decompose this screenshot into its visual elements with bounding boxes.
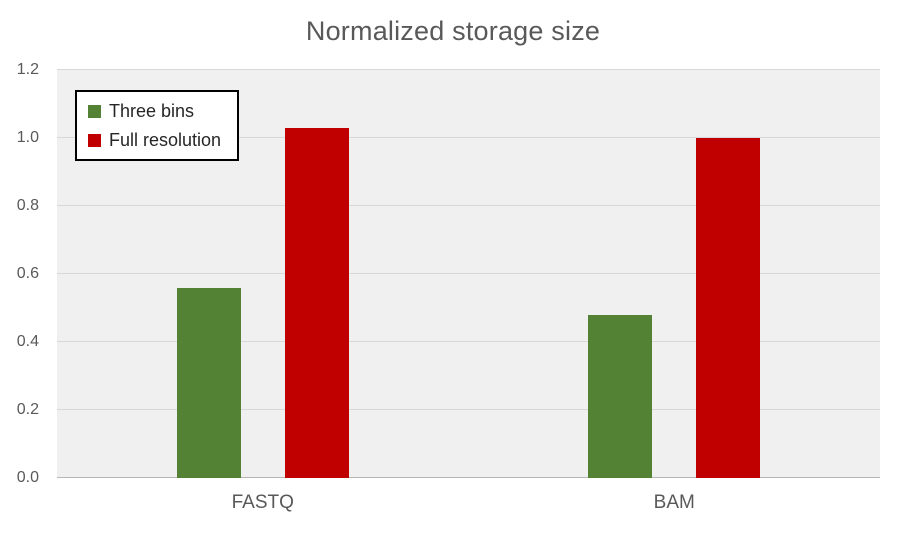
gridline-y-0.4 — [57, 341, 880, 343]
y-tick-label-1.2: 1.2 — [16, 61, 39, 78]
y-tick-label-0.8: 0.8 — [16, 197, 39, 215]
gridline-y-1 — [57, 137, 880, 138]
bar-group-fastq — [176, 70, 349, 478]
y-tick-label-0.2: 0.2 — [16, 401, 39, 419]
bar-full-resolution-bam — [696, 138, 761, 478]
bar-three-bins-bam — [588, 314, 653, 478]
y-tick-label-0.0: 0.0 — [16, 469, 39, 486]
gridline-y-0.2 — [57, 409, 880, 411]
x-category-label-bam: BAM — [653, 492, 695, 513]
legend-swatch-three-bins — [88, 104, 101, 118]
legend-item-three-bins: Three bins — [88, 102, 221, 120]
bar-full-resolution-fastq — [284, 127, 349, 478]
gridline-y-0 — [57, 477, 880, 478]
plot-area: Three bins Full resolution — [57, 69, 880, 478]
bar-group-bam — [588, 70, 761, 478]
gridline-y-0.6 — [57, 273, 880, 274]
y-tick-label-0.4: 0.4 — [16, 333, 39, 351]
y-tick-label-0.6: 0.6 — [16, 265, 39, 282]
chart-title: Normalized storage size — [305, 16, 601, 46]
gridline-y-0.8 — [57, 205, 880, 207]
legend-item-full-resolution: Full resolution — [88, 131, 221, 149]
legend-swatch-full-resolution — [88, 133, 101, 147]
chart-legend: Three bins Full resolution — [75, 90, 240, 161]
y-axis-tick-labels: 0.0 0.2 0.4 0.6 0.8 1.0 1.2 — [0, 62, 47, 486]
x-category-label-fastq: FASTQ — [231, 492, 294, 513]
bar-three-bins-fastq — [176, 287, 241, 478]
y-tick-label-1.0: 1.0 — [16, 129, 39, 146]
legend-label-full-resolution: Full resolution — [109, 130, 222, 150]
legend-label-three-bins: Three bins — [109, 101, 195, 121]
gridline-y-1.2 — [57, 69, 880, 70]
x-axis-category-labels: FASTQ BAM — [57, 492, 880, 522]
